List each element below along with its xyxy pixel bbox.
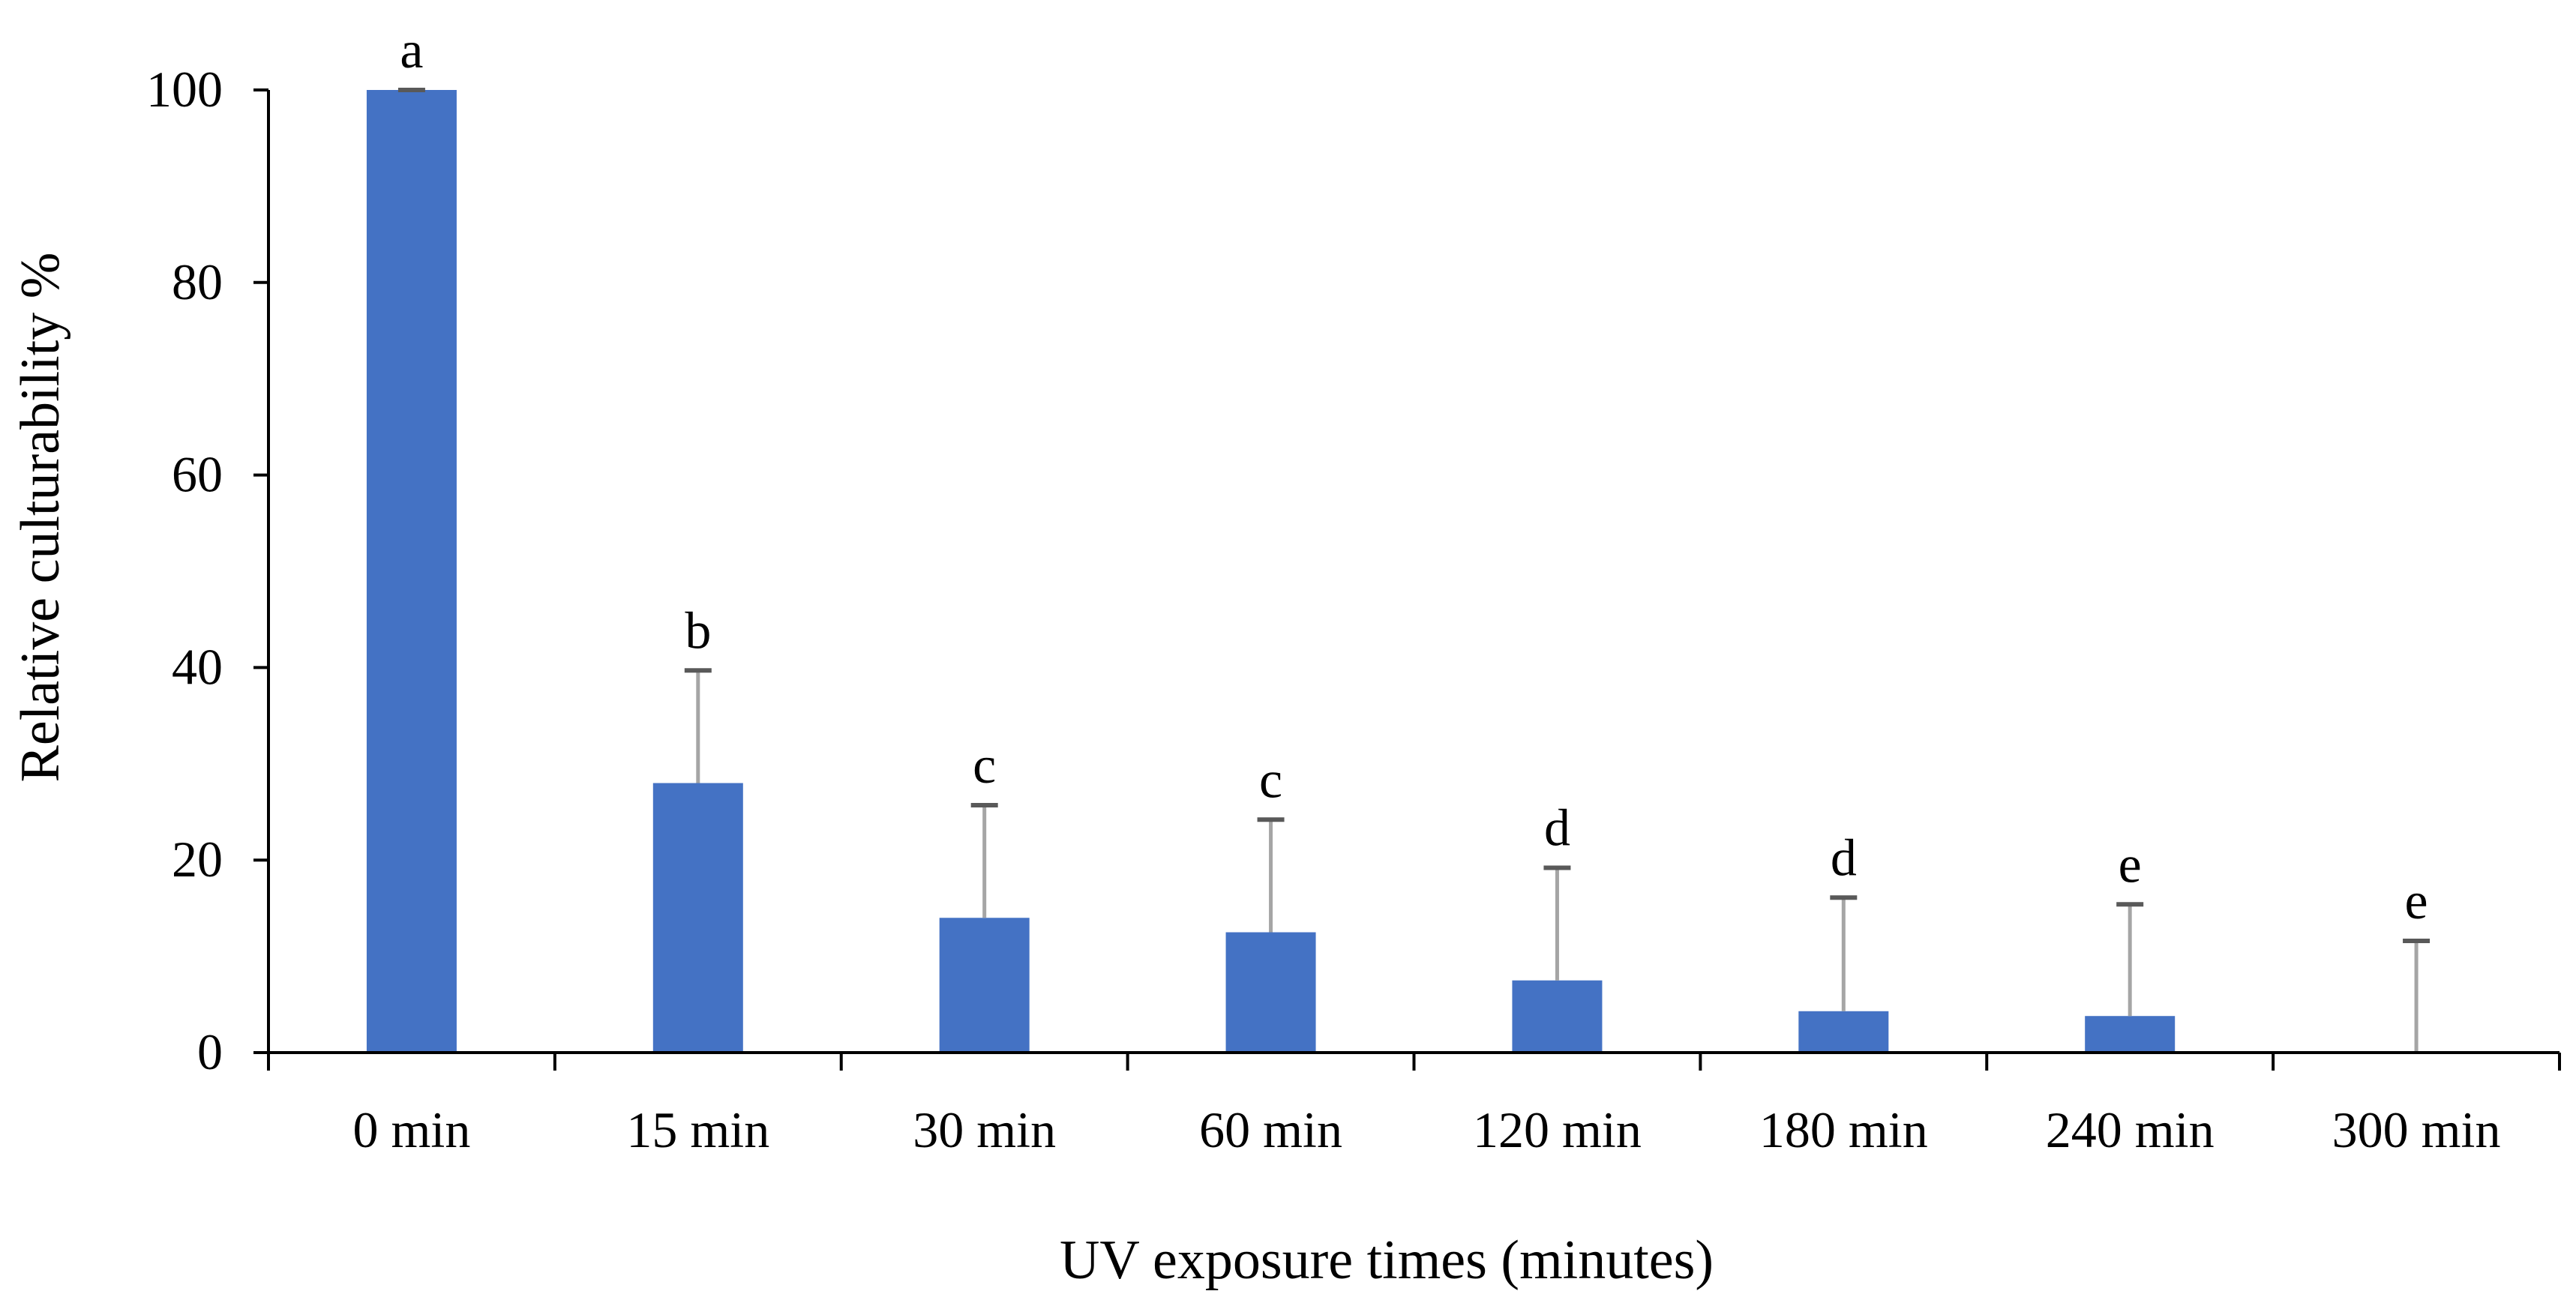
bar	[939, 918, 1030, 1053]
significance-letter: c	[1259, 751, 1282, 809]
x-axis-ticks: 0 min 15 min 30 min 60 min 120 min 180 min 240…	[267, 1053, 2561, 1158]
y-tick-label: 60	[172, 446, 223, 503]
y-tick-label: 80	[172, 253, 223, 310]
significance-letter: d	[1544, 799, 1570, 857]
bar	[2085, 1016, 2176, 1053]
axes	[267, 90, 2560, 1054]
y-tick-label: 20	[172, 831, 223, 888]
bar	[1512, 980, 1603, 1053]
x-tick-label: 180 min	[1759, 1101, 1928, 1158]
bar	[366, 90, 457, 1053]
error-bars	[397, 88, 2431, 1053]
significance-letter: b	[685, 602, 711, 660]
significance-letters: a b c c d d e e	[400, 22, 2428, 930]
y-tick-label: 100	[146, 61, 223, 118]
significance-letter: c	[973, 737, 996, 795]
x-tick-label: 300 min	[2332, 1101, 2501, 1158]
x-tick-label: 15 min	[626, 1101, 769, 1158]
y-tick-label: 40	[172, 638, 223, 695]
x-axis-title: UV exposure times (minutes)	[1060, 1230, 1714, 1291]
x-tick-label: 30 min	[913, 1101, 1056, 1158]
bar	[652, 783, 743, 1053]
x-tick-label: 240 min	[2046, 1101, 2215, 1158]
bar	[1225, 932, 1316, 1053]
y-axis-title: Relative culturability %	[10, 253, 71, 783]
y-axis-ticks: 0 20 40 60 80 100	[146, 61, 268, 1080]
bars	[366, 90, 2176, 1053]
significance-letter: e	[2119, 836, 2142, 894]
bar	[1798, 1011, 1889, 1053]
x-tick-label: 120 min	[1473, 1101, 1642, 1158]
significance-letter: e	[2405, 873, 2428, 930]
significance-letter: a	[400, 22, 423, 79]
x-tick-label: 60 min	[1199, 1101, 1342, 1158]
significance-letter: d	[1831, 829, 1857, 887]
y-tick-label: 0	[197, 1023, 223, 1080]
x-tick-label: 0 min	[353, 1101, 471, 1158]
